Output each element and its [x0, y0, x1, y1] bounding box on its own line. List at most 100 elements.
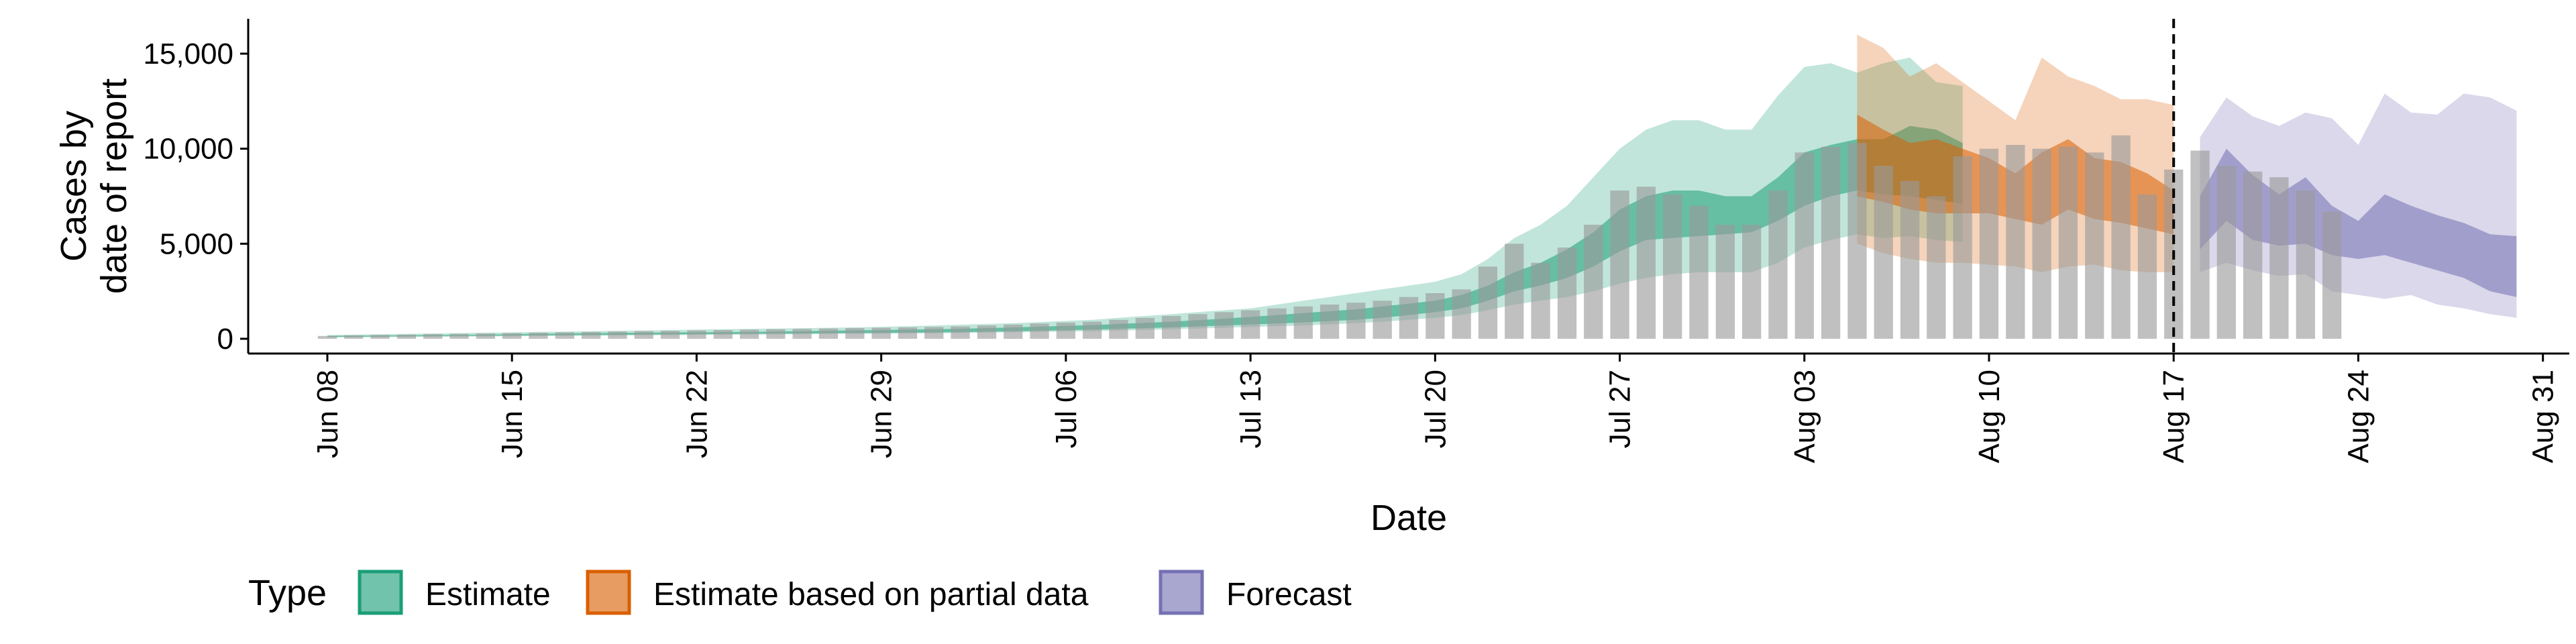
reported-cases-bar [1715, 225, 1735, 339]
reported-cases-bar [1610, 191, 1629, 339]
reported-cases-bar [1293, 306, 1313, 339]
legend-label-forecast: Forecast [1226, 577, 1352, 612]
reported-cases-bar [370, 335, 390, 339]
reported-cases-bar [2137, 194, 2157, 339]
legend-label-estimate: Estimate [425, 577, 551, 612]
reported-cases-bar [634, 331, 653, 339]
reported-cases-bar [1452, 289, 1471, 339]
x-tick-label: Aug 10 [1973, 370, 2006, 463]
reported-cases-bar [1900, 180, 1920, 339]
reported-cases-bar [1557, 248, 1577, 339]
reported-cases-bar [687, 330, 706, 339]
reported-cases-bar [739, 329, 759, 339]
reported-cases-bar [924, 327, 944, 339]
reported-cases-bar [1979, 148, 1999, 339]
y-tick-label: 5,000 [160, 227, 233, 260]
reported-cases-bar [1346, 303, 1366, 339]
reported-cases-bar [1584, 225, 1603, 339]
reported-cases-bar [1953, 156, 1972, 339]
reported-cases-bar [766, 329, 786, 339]
reported-cases-bar [2216, 166, 2236, 339]
ribbons-layer [327, 34, 2517, 338]
reported-cases-bar [582, 331, 601, 339]
legend-key-estimate-based-on-partial-data [586, 570, 631, 615]
legend-title: Type [248, 573, 327, 613]
y-tick-label: 0 [217, 323, 233, 356]
reported-cases-bar [2322, 211, 2342, 339]
reported-cases-bar [1927, 196, 1946, 339]
reported-cases-bar [1689, 205, 1709, 339]
reported-cases-bar [1821, 146, 1841, 339]
x-axis-title: Date [1371, 498, 1447, 538]
reported-cases-bar [660, 331, 680, 339]
reported-cases-bar [1267, 308, 1287, 339]
reported-cases-bar [555, 332, 574, 339]
reported-cases-bar [423, 333, 443, 339]
reported-cases-bar [2058, 146, 2078, 339]
reported-cases-bar [977, 325, 997, 339]
reported-cases-bar [1373, 301, 1392, 339]
reported-cases-bar [1663, 194, 1682, 339]
reported-cases-bar [2243, 171, 2263, 339]
x-tick-label: Aug 17 [2157, 370, 2190, 463]
reported-cases-bar [1188, 314, 1208, 339]
reported-cases-bar [1083, 321, 1102, 339]
axes-layer: 0 5,000 10,000 15,000 Jun 08 Jun 15 Jun 22 Jun … [54, 19, 2569, 538]
reported-cases-bar [1794, 152, 1814, 339]
x-tick-label: Jul 20 [1419, 370, 1452, 448]
x-tick-label: Aug 03 [1788, 370, 1821, 463]
reported-cases-bar [1505, 244, 1524, 339]
reported-cases-bar [1742, 225, 1762, 339]
reported-cases-bar [1847, 143, 1867, 339]
reported-cases-bar [344, 335, 364, 339]
reported-cases-bar [1636, 186, 1656, 339]
reported-cases-bar [1320, 305, 1340, 339]
reported-cases-bar [2032, 148, 2051, 339]
reported-cases-bar [529, 332, 548, 339]
reported-cases-bar [1162, 316, 1181, 339]
x-tick-label: Jul 27 [1604, 370, 1637, 448]
reported-cases-bar [713, 330, 733, 339]
reported-cases-bar [1214, 312, 1234, 339]
reported-cases-bar [317, 335, 337, 339]
y-tick-label: 15,000 [143, 38, 233, 70]
reported-cases-bar [1004, 324, 1023, 339]
reported-cases-bar [2296, 191, 2315, 339]
estimate-band-50 [327, 125, 1963, 337]
x-tick-label: Jun 29 [865, 370, 898, 458]
reported-cases-bar [449, 333, 469, 339]
reported-cases-bar [2190, 150, 2210, 339]
reported-cases-bar [1768, 191, 1788, 339]
reported-cases-bar [792, 329, 812, 339]
reported-cases-bar [1056, 322, 1075, 339]
reported-cases-bar [1874, 166, 1893, 339]
reported-cases-bar [2111, 135, 2131, 339]
reported-cases-bar [608, 331, 627, 339]
x-tick-label: Jul 13 [1234, 370, 1267, 448]
legend-key-estimate [358, 570, 403, 615]
reported-cases-bar [1030, 323, 1049, 339]
y-axis-title-line: date of report [94, 78, 134, 294]
legend-label-estimate-based-on-partial-data: Estimate based on partial data [653, 577, 1089, 612]
reported-cases-bar [1109, 319, 1128, 339]
reported-cases-bar [898, 327, 918, 339]
reported-cases-bar [1399, 297, 1419, 339]
forecast-band-50 [2200, 148, 2517, 297]
reported-cases-bar [1478, 266, 1498, 339]
reported-cases-bar [1240, 310, 1260, 339]
reported-cases-bar [818, 328, 839, 339]
reported-cases-bar [2006, 145, 2025, 339]
x-tick-label: Aug 31 [2527, 370, 2560, 463]
reported-cases-bar [871, 327, 891, 339]
legend: Type Estimate Estimate based on partial da… [248, 570, 1352, 615]
y-axis-title-line: Cases by [54, 111, 94, 262]
reported-cases-bar [1426, 293, 1445, 339]
reported-cases-bar [2085, 152, 2104, 339]
reported-cases-bar [476, 333, 495, 339]
y-axis-title: Cases bydate of report [54, 78, 134, 294]
reported-cases-bars [317, 135, 2342, 339]
x-tick-label: Jul 06 [1050, 370, 1083, 448]
x-tick-label: Jun 22 [680, 370, 713, 458]
reported-cases-bar [845, 328, 865, 339]
